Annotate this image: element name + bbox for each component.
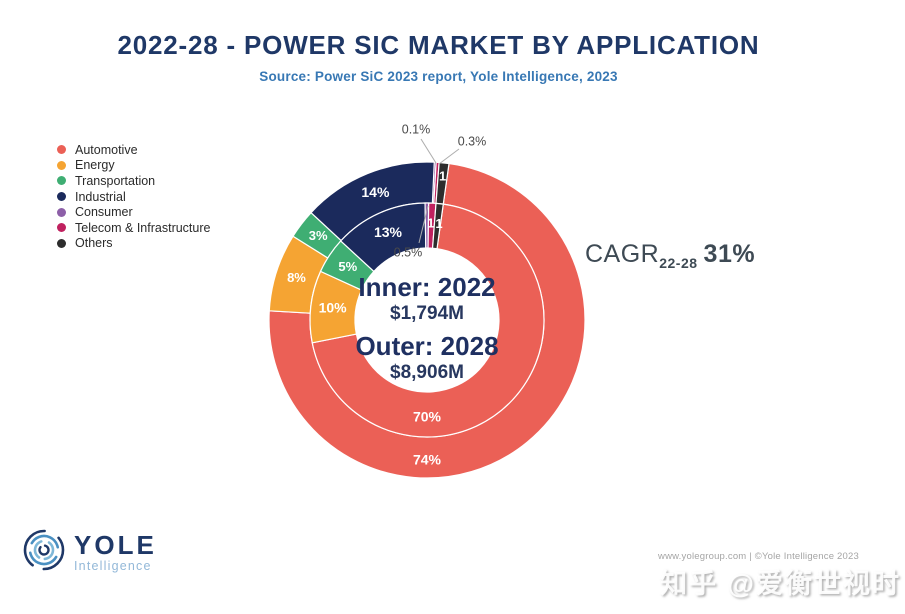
slice-label: 14% xyxy=(361,184,390,200)
center-outer-title: Outer: 2028 xyxy=(355,331,499,361)
center-inner-value: $1,794M xyxy=(390,303,464,324)
yole-logo: YOLE Intelligence xyxy=(20,526,157,574)
legend-swatch xyxy=(57,176,66,186)
legend-swatch xyxy=(57,207,66,217)
legend-item-0: Automotive xyxy=(57,142,210,158)
slice-label: 10% xyxy=(319,300,348,316)
legend-label: Automotive xyxy=(75,142,138,157)
slice-label: 1 xyxy=(435,216,442,231)
legend-swatch xyxy=(57,160,66,170)
header: 2022-28 - POWER SIC MARKET BY APPLICATIO… xyxy=(0,30,905,84)
slice-label: 5% xyxy=(338,259,357,274)
leader-line xyxy=(418,205,429,244)
chart-legend: Automotive Energy Transportation Industrial… xyxy=(57,142,210,251)
legend-label: Transportation xyxy=(75,173,156,188)
slice-callout-label: 0.3% xyxy=(458,134,487,148)
donut-segment-inner-automotive xyxy=(311,203,545,438)
legend-item-1: Energy xyxy=(57,158,210,174)
center-inner-title: Inner: 2022 xyxy=(358,272,496,302)
cagr-subscript: 22-28 xyxy=(659,255,698,271)
slice-callout-label: 0.1% xyxy=(402,122,431,136)
zhihu-watermark: 知乎 @爱衡世视时 xyxy=(660,569,901,599)
legend-item-2: Transportation xyxy=(57,173,210,189)
legend-item-6: Others xyxy=(57,236,210,252)
center-outer-value: $8,906M xyxy=(390,362,464,383)
cagr-prefix: CAGR xyxy=(585,240,660,268)
slice-label: 13% xyxy=(374,224,403,240)
legend-label: Telecom & Infrastructure xyxy=(75,220,211,235)
leader-line xyxy=(420,138,437,164)
source-subtitle: Source: Power SiC 2023 report, Yole Inte… xyxy=(259,69,618,84)
leader-line xyxy=(438,148,460,165)
slice-label: 1 xyxy=(427,216,434,231)
legend-swatch xyxy=(57,192,66,202)
cagr-annotation: CAGR22-28 31% xyxy=(585,240,755,271)
legend-swatch xyxy=(57,223,66,233)
legend-item-3: Industrial xyxy=(57,189,210,205)
slice-label: 3% xyxy=(309,228,328,243)
legend-swatch xyxy=(57,238,66,248)
donut-segment-inner-others xyxy=(431,202,444,250)
legend-swatch xyxy=(57,145,66,155)
legend-item-4: Consumer xyxy=(57,204,210,220)
cagr-value: 31% xyxy=(703,240,756,268)
yole-logo-text: YOLE Intelligence xyxy=(74,526,157,573)
page-title: 2022-28 - POWER SIC MARKET BY APPLICATIO… xyxy=(117,30,760,60)
slice-label: 8% xyxy=(287,270,306,285)
yole-swirl-icon xyxy=(23,529,65,571)
legend-label: Industrial xyxy=(75,189,126,204)
slice-callout-label: 0.5% xyxy=(394,245,423,259)
slice-label: 70% xyxy=(413,409,442,425)
legend-label: Consumer xyxy=(75,205,133,220)
legend-label: Energy xyxy=(75,158,115,173)
legend-label: Others xyxy=(75,236,113,251)
slice-label: 1 xyxy=(439,168,446,183)
yole-logo-name: YOLE xyxy=(74,530,157,560)
slice-label: 74% xyxy=(413,452,442,468)
copyright-credit: www.yolegroup.com | ©Yole Intelligence 2… xyxy=(658,551,859,562)
yole-logo-subname: Intelligence xyxy=(74,559,152,573)
legend-item-5: Telecom & Infrastructure xyxy=(57,220,210,236)
